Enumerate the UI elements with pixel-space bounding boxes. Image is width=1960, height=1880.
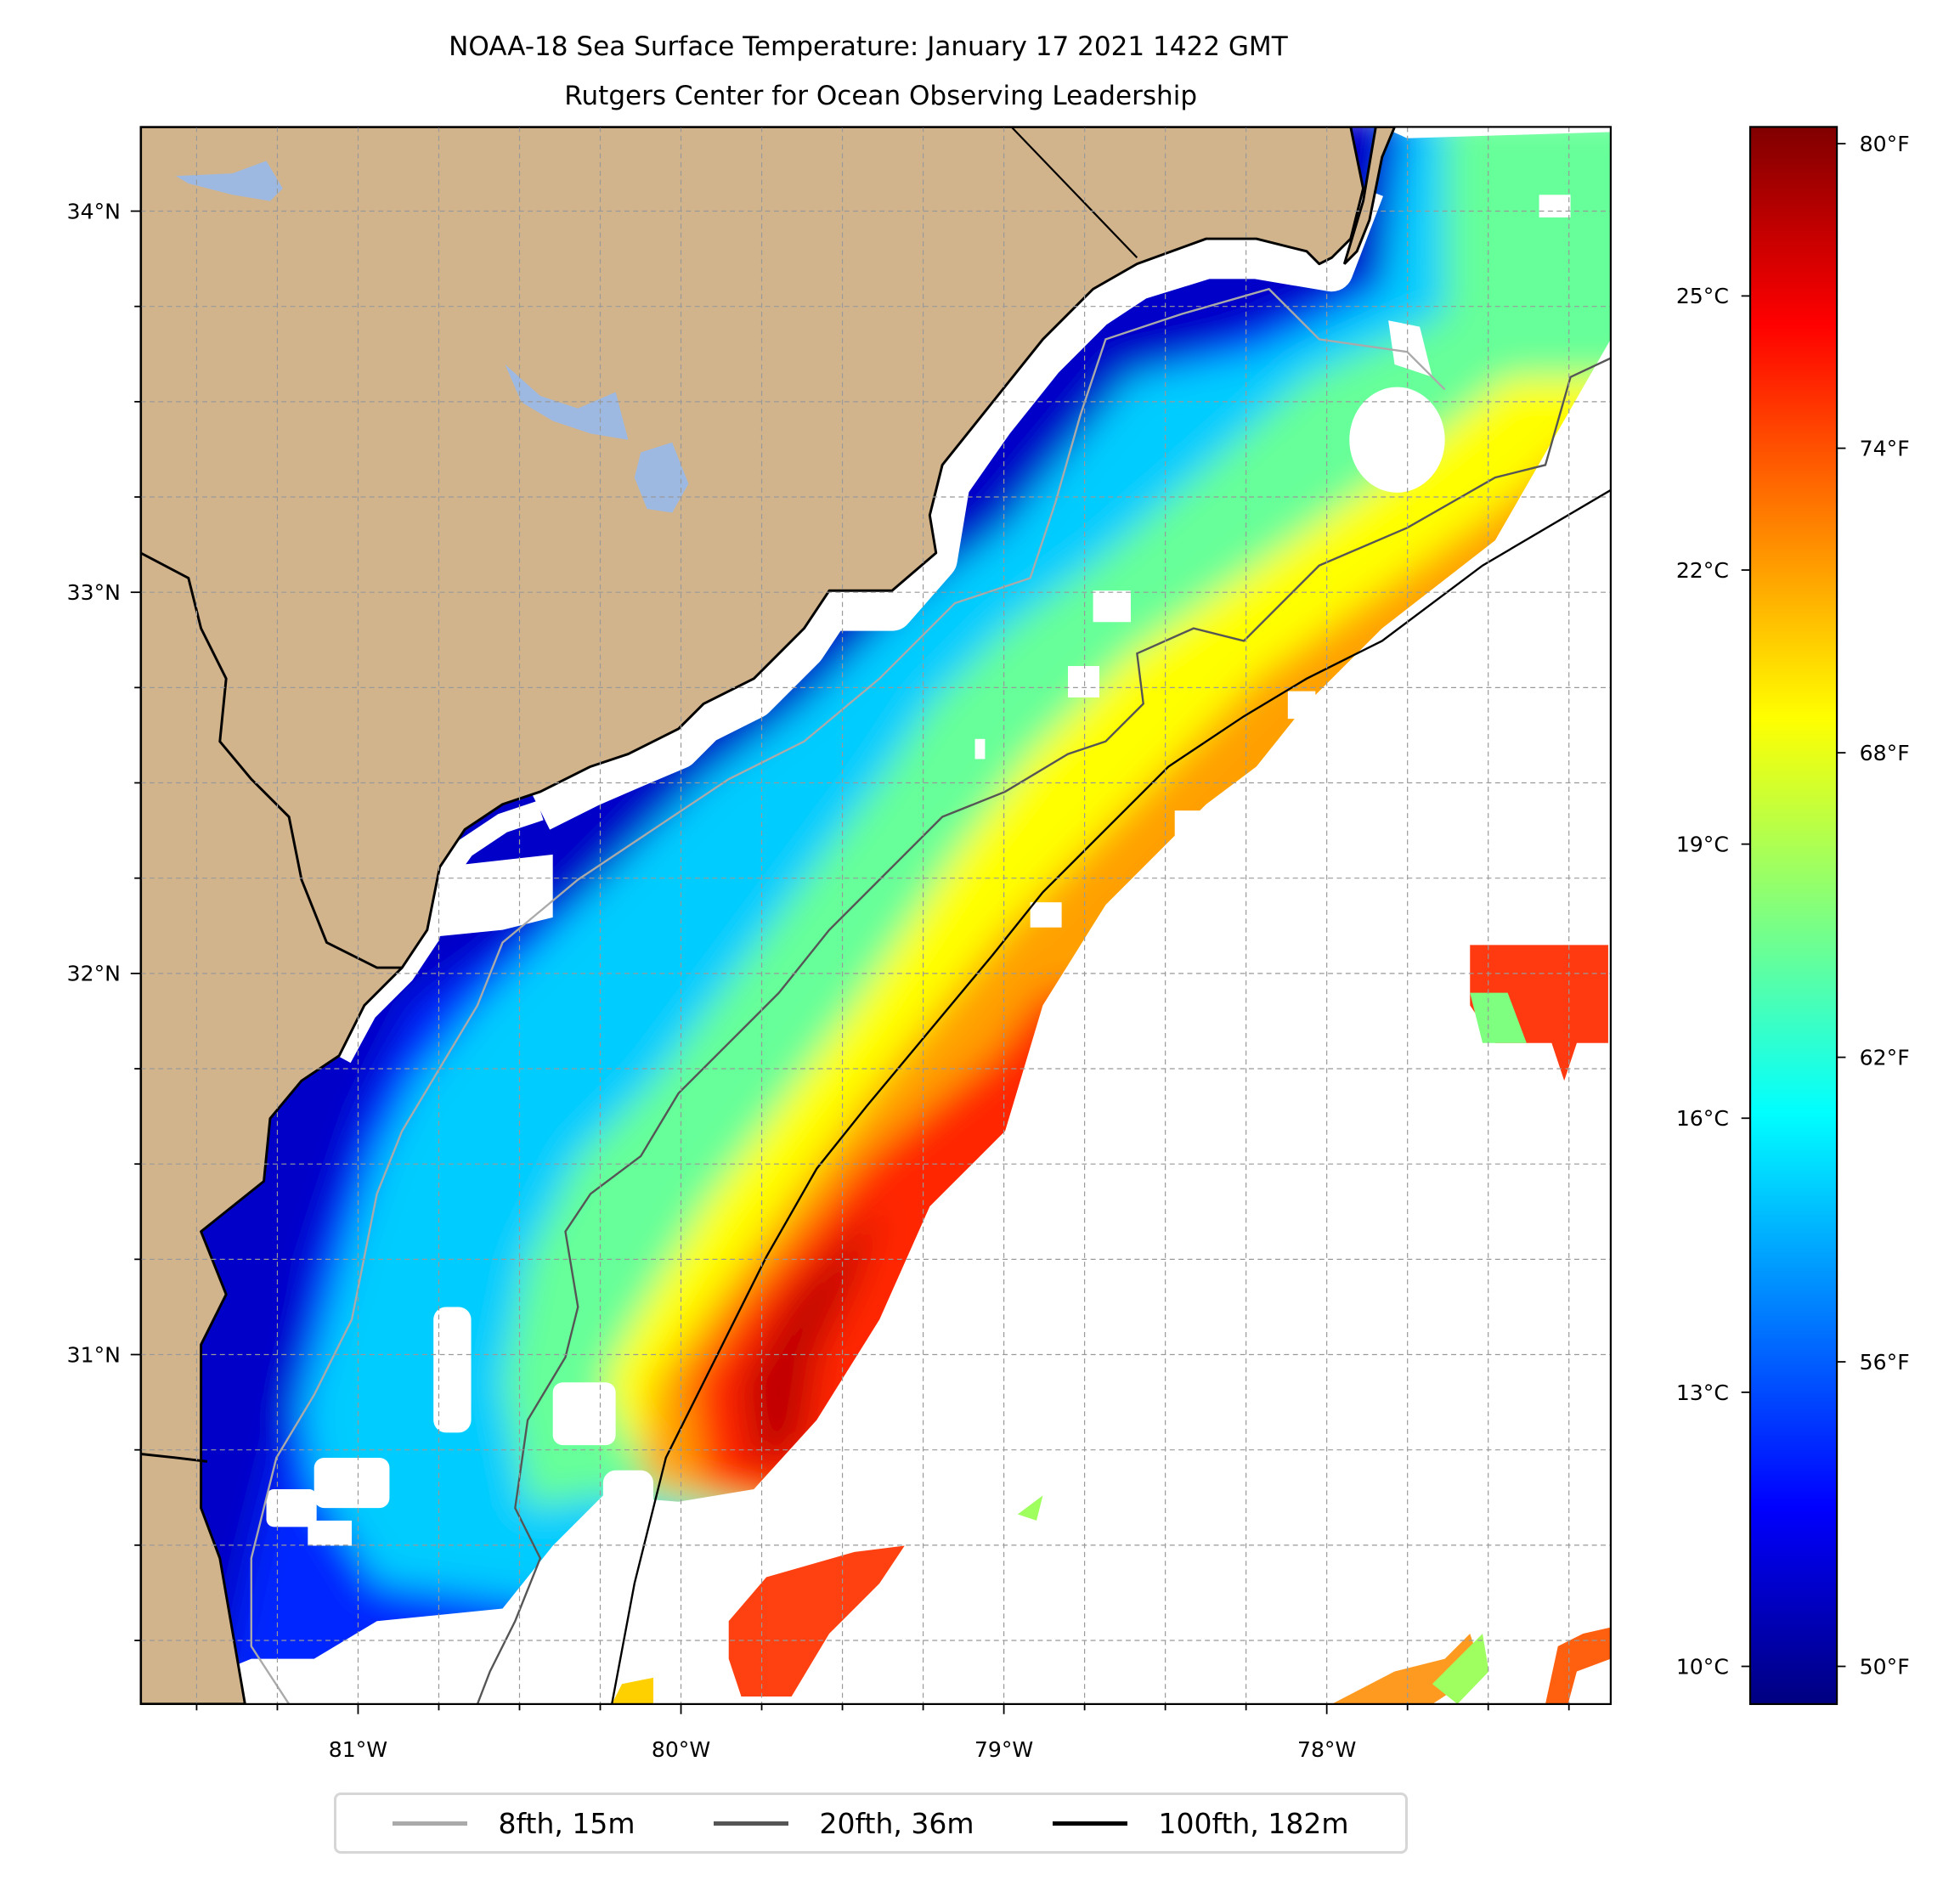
lat-tick-label: 33°N [67, 580, 121, 605]
colorbar [1748, 126, 1839, 1706]
legend-line-8fth [393, 1821, 468, 1826]
colorbar-label-fahrenheit: 68°F [1860, 741, 1910, 765]
legend-item-100fth: 100fth, 182m [1053, 1807, 1348, 1840]
colorbar-label-fahrenheit: 56°F [1860, 1350, 1910, 1375]
title-line-2: Rutgers Center for Ocean Observing Leade… [564, 81, 1197, 111]
lake-moultrie [634, 442, 689, 513]
state-boundary-nc-sc [1010, 127, 1138, 259]
colorbar-label-fahrenheit: 80°F [1860, 132, 1910, 156]
colorbar-label-fahrenheit: 50°F [1860, 1654, 1910, 1679]
lon-tick-label: 80°W [652, 1737, 711, 1762]
map-axes [140, 127, 1611, 1704]
colorbar-label-celsius: 10°C [1676, 1654, 1729, 1679]
contour-8fth [250, 287, 1446, 1704]
title-line-1: NOAA-18 Sea Surface Temperature: January… [449, 31, 1289, 62]
legend-label-100fth: 100fth, 182m [1158, 1806, 1349, 1840]
lat-tick-label: 31°N [67, 1342, 121, 1367]
legend-item-8fth: 8fth, 15m [393, 1807, 635, 1840]
lat-tick-label: 34°N [67, 199, 121, 223]
legend-item-20fth: 20fth, 36m [714, 1807, 974, 1840]
nearshore-no-data [530, 180, 1384, 830]
legend-label-20fth: 20fth, 36m [819, 1806, 974, 1840]
legend-label-8fth: 8fth, 15m [498, 1806, 635, 1840]
colorbar-label-celsius: 19°C [1676, 833, 1729, 857]
lake-marion [505, 364, 629, 440]
lat-tick-label: 32°N [67, 962, 121, 986]
gridlines [140, 127, 1611, 1704]
colorbar-label-fahrenheit: 62°F [1860, 1045, 1910, 1070]
sst-band-darkred [741, 1206, 880, 1471]
depth-contour-legend: 8fth, 15m 20fth, 36m 100fth, 182m [334, 1792, 1408, 1854]
lon-tick-label: 81°W [329, 1737, 388, 1762]
colorbar-label-celsius: 25°C [1676, 284, 1729, 308]
legend-line-100fth [1053, 1821, 1128, 1826]
lon-tick-label: 78°W [1297, 1737, 1357, 1762]
colorbar-label-celsius: 13°C [1676, 1380, 1729, 1405]
contour-100fth [611, 488, 1611, 1704]
lake-hartwell-area [176, 161, 283, 201]
colorbar-label-celsius: 22°C [1676, 558, 1729, 583]
cloud-masks [266, 127, 1611, 1546]
legend-line-20fth [714, 1821, 789, 1826]
colorbar-ticks: 25°C 22°C 19°C 16°C 13°C 10°C 80°F 74°F 68°F 62°F… [1676, 132, 1910, 1679]
sst-patches [612, 945, 1611, 1704]
contour-20fth [476, 357, 1611, 1704]
lon-tick-label: 79°W [974, 1737, 1034, 1762]
axis-ticks: 81°W 80°W 79°W 78°W 34°N 33°N 32°N 31°N [67, 199, 1570, 1762]
land-northeast [1342, 127, 1397, 265]
land [140, 127, 1365, 1704]
colorbar-label-celsius: 16°C [1676, 1106, 1729, 1131]
map-frame [139, 126, 1612, 1706]
colorbar-label-fahrenheit: 74°F [1860, 436, 1910, 460]
